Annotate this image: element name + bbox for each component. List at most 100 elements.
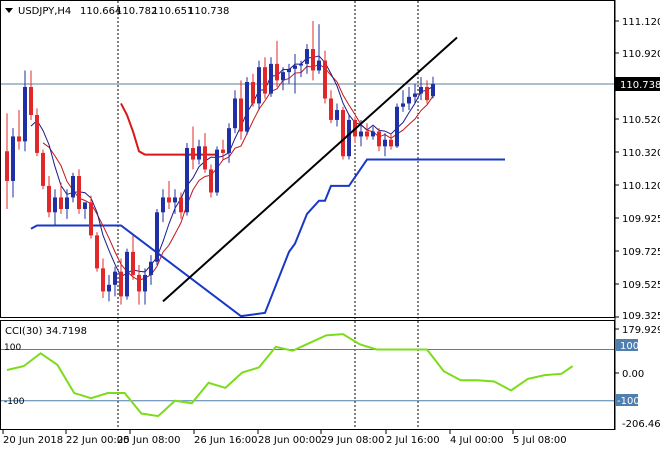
cci-axis: 179.9295 100 0.00 -100 -206.4635 bbox=[615, 325, 660, 430]
candle bbox=[77, 169, 81, 214]
candle bbox=[89, 195, 93, 239]
cci-tick: 0.00 bbox=[622, 369, 644, 380]
price-tick: 109.325 bbox=[622, 311, 660, 322]
candle bbox=[179, 192, 183, 219]
candle bbox=[287, 63, 291, 84]
candle bbox=[407, 86, 411, 111]
high-value: 110.782 bbox=[116, 6, 157, 17]
candle-body bbox=[305, 49, 309, 64]
candle bbox=[413, 83, 417, 104]
cci-level-minus100-badge bbox=[615, 394, 638, 406]
candle-body bbox=[143, 274, 147, 292]
cci-line-layer bbox=[6, 333, 574, 418]
candle-body bbox=[149, 261, 153, 275]
candle-body bbox=[59, 197, 63, 209]
time-label: 29 Jun 08:00 bbox=[321, 435, 385, 446]
candle-body bbox=[17, 136, 21, 142]
candle bbox=[431, 76, 435, 99]
red-signal-line bbox=[120, 102, 217, 156]
candle-body bbox=[5, 151, 9, 181]
candle-body bbox=[77, 176, 81, 209]
candle bbox=[299, 60, 303, 78]
candle bbox=[281, 67, 285, 91]
low-value: 110.651 bbox=[152, 6, 193, 17]
candle bbox=[389, 133, 393, 150]
candle bbox=[143, 268, 147, 305]
candle bbox=[329, 90, 333, 124]
candle-body bbox=[293, 65, 297, 69]
candle-body bbox=[407, 96, 411, 104]
candle bbox=[419, 77, 423, 101]
open-value: 110.664 bbox=[80, 6, 121, 17]
candle bbox=[125, 248, 129, 300]
candle bbox=[137, 265, 141, 305]
sar-layer bbox=[30, 102, 505, 318]
candle-body bbox=[239, 98, 243, 132]
time-label: 4 Jul 00:00 bbox=[450, 435, 504, 446]
candle bbox=[221, 139, 225, 160]
candle-body bbox=[209, 169, 213, 193]
candle-body bbox=[251, 82, 255, 104]
candle-body bbox=[413, 93, 417, 97]
candle bbox=[269, 57, 273, 97]
moving-average-layer bbox=[30, 55, 434, 281]
candle-body bbox=[113, 271, 117, 285]
candle bbox=[167, 180, 171, 209]
current-price-label: 110.738 bbox=[620, 80, 660, 91]
chart-menu-arrow-icon[interactable] bbox=[5, 8, 13, 13]
candle-body bbox=[227, 128, 231, 153]
candle bbox=[101, 258, 105, 299]
cci-line bbox=[6, 333, 574, 418]
candle bbox=[191, 126, 195, 170]
candle bbox=[341, 106, 345, 160]
candle bbox=[245, 77, 249, 135]
time-label: 26 Jun 16:00 bbox=[194, 435, 258, 446]
price-tick: 111.120 bbox=[622, 17, 660, 28]
candle-body bbox=[431, 83, 435, 97]
price-axis: 111.120 110.920 110.720 110.520 110.320 … bbox=[615, 17, 660, 322]
price-tick: 110.320 bbox=[622, 148, 660, 159]
time-label: 20 Jun 2018 bbox=[3, 435, 63, 446]
candle bbox=[95, 232, 99, 272]
candle-body bbox=[107, 284, 111, 292]
candles-layer bbox=[5, 21, 435, 305]
candle bbox=[215, 146, 219, 196]
candle bbox=[239, 80, 243, 140]
candle-body bbox=[419, 86, 423, 94]
candle bbox=[161, 189, 165, 223]
time-label: 5 Jul 08:00 bbox=[513, 435, 567, 446]
candle-body bbox=[203, 146, 207, 170]
candle-body bbox=[35, 114, 39, 153]
candle bbox=[275, 40, 279, 87]
candle bbox=[107, 274, 111, 302]
cci-level-100-badge bbox=[615, 339, 638, 351]
candle-body bbox=[137, 274, 141, 292]
time-label: 22 Jun 00:00 bbox=[66, 435, 130, 446]
candle-body bbox=[245, 82, 249, 132]
candle-body bbox=[317, 60, 321, 71]
candle-body bbox=[383, 139, 387, 147]
price-tick: 109.925 bbox=[622, 214, 660, 225]
candle bbox=[401, 90, 405, 112]
candle bbox=[323, 50, 327, 104]
candle bbox=[227, 123, 231, 163]
candle bbox=[197, 139, 201, 165]
candle bbox=[113, 266, 117, 297]
candle bbox=[155, 208, 159, 266]
moving-average-fast-line bbox=[42, 63, 434, 281]
candle bbox=[59, 182, 63, 214]
candle-body bbox=[323, 60, 327, 99]
candle-body bbox=[329, 98, 333, 120]
candle-body bbox=[215, 149, 219, 193]
close-value: 110.738 bbox=[188, 6, 229, 17]
candle bbox=[47, 176, 51, 218]
price-tick: 110.120 bbox=[622, 181, 660, 192]
candle bbox=[203, 133, 207, 173]
candle-body bbox=[335, 110, 339, 120]
candle bbox=[23, 70, 27, 152]
candle bbox=[257, 60, 261, 111]
candle bbox=[317, 24, 321, 74]
candle-body bbox=[377, 131, 381, 147]
candle bbox=[293, 53, 297, 94]
